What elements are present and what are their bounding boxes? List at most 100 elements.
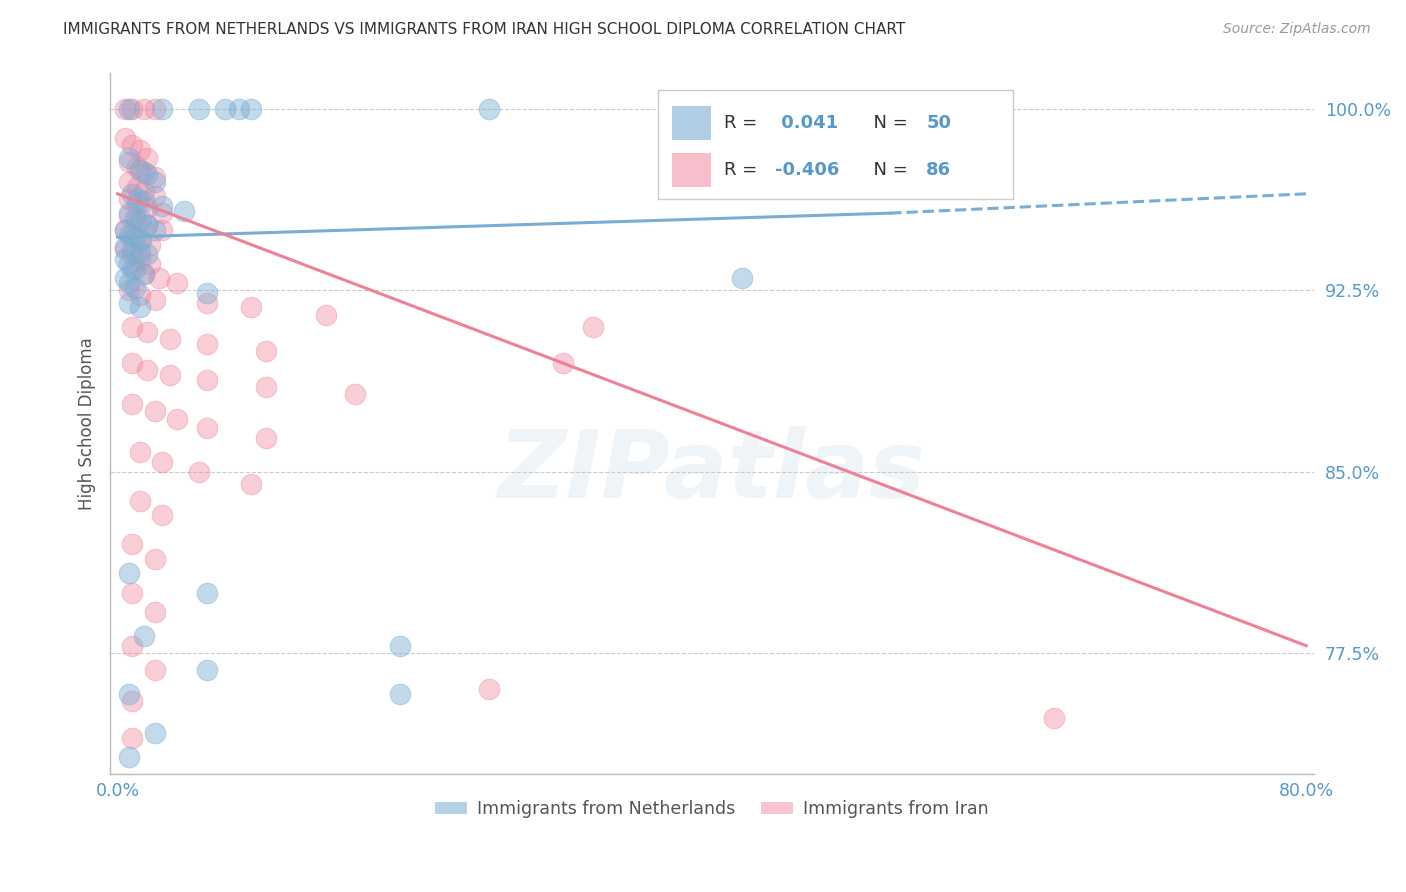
- Point: [143, 169, 166, 184]
- Point: [121, 227, 143, 242]
- Point: [114, 271, 136, 285]
- Point: [134, 267, 156, 281]
- Point: [344, 387, 367, 401]
- Point: [388, 639, 411, 653]
- Point: [136, 218, 159, 232]
- Point: [128, 301, 150, 315]
- Point: [478, 682, 501, 697]
- Point: [143, 223, 166, 237]
- Point: [118, 750, 141, 764]
- Point: [124, 261, 146, 276]
- Point: [134, 267, 156, 281]
- Point: [118, 277, 141, 291]
- Point: [131, 233, 153, 247]
- Text: 86: 86: [927, 161, 952, 178]
- Point: [136, 218, 159, 232]
- Text: Source: ZipAtlas.com: Source: ZipAtlas.com: [1223, 22, 1371, 37]
- Point: [195, 295, 218, 310]
- Point: [134, 629, 156, 643]
- Point: [166, 277, 188, 291]
- Point: [121, 261, 143, 276]
- Point: [388, 687, 411, 701]
- Point: [124, 230, 146, 244]
- Point: [166, 411, 188, 425]
- Point: [240, 301, 263, 315]
- Point: [143, 175, 166, 189]
- Point: [134, 165, 156, 179]
- Point: [240, 102, 263, 116]
- Point: [136, 247, 159, 261]
- Point: [121, 731, 143, 745]
- Point: [125, 213, 148, 227]
- Point: [254, 380, 277, 394]
- Point: [195, 421, 218, 435]
- Point: [136, 363, 159, 377]
- Bar: [672, 106, 711, 139]
- Point: [121, 694, 143, 708]
- Point: [121, 247, 143, 261]
- Point: [143, 189, 166, 203]
- Point: [254, 343, 277, 358]
- Point: [136, 202, 159, 216]
- Point: [188, 102, 211, 116]
- Point: [128, 288, 150, 302]
- Point: [134, 102, 156, 116]
- Point: [195, 373, 218, 387]
- Point: [128, 162, 150, 177]
- Point: [124, 211, 146, 225]
- Point: [121, 397, 143, 411]
- Text: 50: 50: [927, 114, 952, 132]
- Point: [150, 223, 173, 237]
- Point: [150, 102, 173, 116]
- Point: [128, 493, 150, 508]
- Point: [128, 144, 150, 158]
- Point: [124, 281, 146, 295]
- Point: [121, 138, 143, 153]
- Point: [118, 257, 141, 271]
- Point: [150, 206, 173, 220]
- Text: -0.406: -0.406: [775, 161, 839, 178]
- Point: [128, 445, 150, 459]
- Text: IMMIGRANTS FROM NETHERLANDS VS IMMIGRANTS FROM IRAN HIGH SCHOOL DIPLOMA CORRELAT: IMMIGRANTS FROM NETHERLANDS VS IMMIGRANT…: [63, 22, 905, 37]
- Point: [150, 508, 173, 523]
- Point: [118, 155, 141, 169]
- Point: [128, 244, 150, 259]
- Text: 0.041: 0.041: [775, 114, 838, 132]
- Point: [143, 404, 166, 418]
- Point: [128, 233, 150, 247]
- Point: [125, 196, 148, 211]
- Point: [139, 237, 162, 252]
- Point: [118, 295, 141, 310]
- Point: [159, 332, 181, 346]
- Point: [125, 179, 148, 194]
- Point: [136, 168, 159, 182]
- Text: R =: R =: [724, 161, 763, 178]
- Point: [188, 465, 211, 479]
- Bar: [672, 153, 711, 186]
- Point: [114, 102, 136, 116]
- Point: [118, 192, 141, 206]
- Text: N =: N =: [862, 161, 914, 178]
- Point: [315, 308, 337, 322]
- Point: [118, 284, 141, 298]
- Point: [114, 131, 136, 145]
- Point: [214, 102, 236, 116]
- Point: [127, 192, 149, 206]
- Point: [121, 585, 143, 599]
- Point: [118, 209, 141, 223]
- Point: [114, 223, 136, 237]
- Point: [134, 194, 156, 208]
- Point: [173, 203, 195, 218]
- Point: [125, 160, 148, 174]
- Point: [118, 102, 141, 116]
- Point: [121, 639, 143, 653]
- Point: [731, 271, 754, 285]
- Point: [121, 537, 143, 551]
- Point: [114, 252, 136, 266]
- Point: [118, 227, 141, 242]
- Text: ZIPatlas: ZIPatlas: [498, 426, 927, 518]
- Point: [150, 455, 173, 469]
- Point: [118, 151, 141, 165]
- Point: [1042, 711, 1064, 725]
- Point: [131, 213, 153, 227]
